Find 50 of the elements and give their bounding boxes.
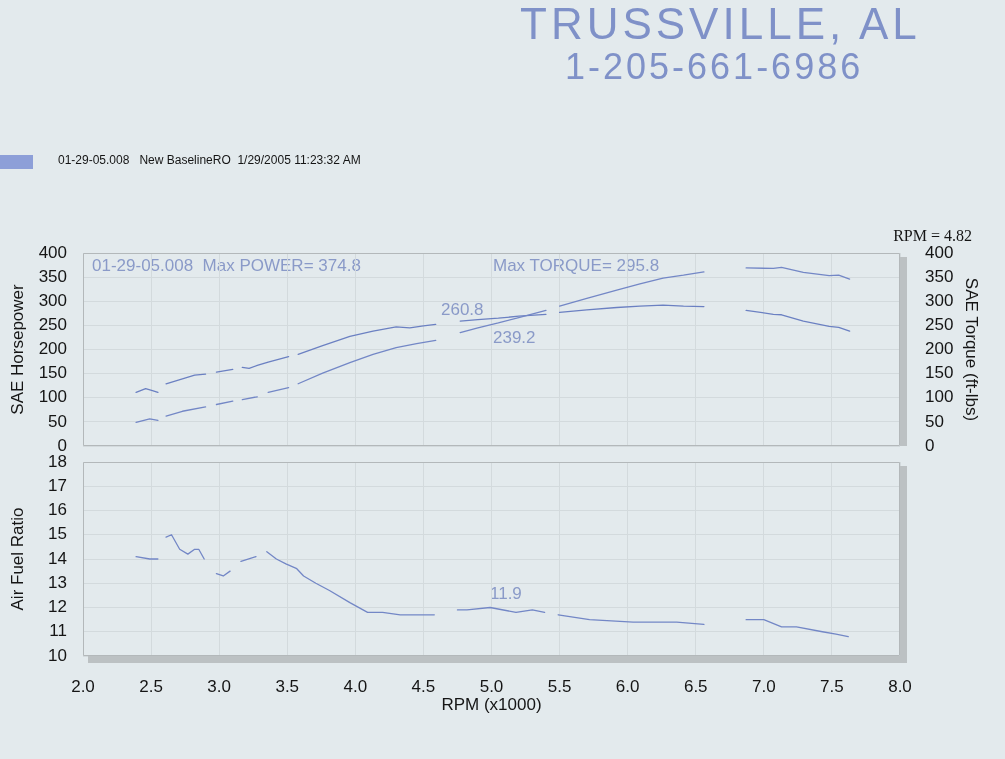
y2-tick-label: 400 (925, 242, 954, 262)
x-tick-label: 5.5 (547, 676, 572, 696)
x-tick-label: 7.0 (752, 676, 776, 696)
text: 1-205-661-6986 (565, 46, 864, 87)
x-tick-label: 4.0 (343, 676, 368, 696)
y2-tick-label: 150 (925, 363, 954, 383)
y2-tick-label: 200 (925, 339, 954, 359)
y2-tick-label: 50 (925, 411, 944, 431)
y-tick-label: 250 (38, 315, 67, 335)
text: TRUSSVILLE, AL (520, 0, 921, 49)
y2-tick-label: 350 (925, 266, 954, 286)
y2-tick-label: 0 (925, 435, 935, 455)
x-tick-label: 3.5 (275, 676, 300, 696)
text: RPM = 4.82 (893, 227, 972, 245)
y-tick-label: 16 (48, 500, 67, 520)
x-tick-label: 2.0 (71, 676, 95, 696)
x-tick-label: 5.0 (479, 676, 504, 696)
x-tick-label: 8.0 (888, 676, 912, 696)
annotation: 11.9 (490, 584, 522, 604)
y-tick-label: 17 (48, 475, 67, 495)
y-tick-label: 50 (48, 411, 67, 431)
y-axis-title: SAE Horsepower (7, 283, 27, 415)
y2-tick-label: 250 (925, 315, 954, 335)
x-tick-label: 7.5 (820, 676, 844, 696)
y-tick-label: 350 (38, 266, 67, 286)
x-axis-title: RPM (x1000) (441, 695, 542, 715)
y2-tick-label: 300 (925, 290, 954, 310)
y-tick-label: 100 (38, 387, 67, 407)
y-tick-label: 150 (38, 363, 67, 383)
x-tick-label: 4.5 (411, 676, 436, 696)
y-tick-label: 300 (38, 290, 67, 310)
y-tick-label: 14 (48, 548, 67, 568)
chart-subtitle: 01-29-05.008 New BaselineRO 1/29/2005 11:23:32 AM (58, 153, 361, 168)
x-tick-label: 6.5 (683, 676, 708, 696)
x-tick-label: 6.0 (615, 676, 640, 696)
y-tick-label: 400 (38, 242, 67, 262)
annotation: 260.8 (441, 300, 484, 320)
y-tick-label: 13 (48, 572, 67, 592)
y-axis-title: Air Fuel Ratio (7, 507, 27, 611)
annotation: 239.2 (493, 328, 536, 348)
y-tick-label: 12 (48, 597, 67, 617)
y-tick-label: 11 (49, 621, 67, 641)
y-tick-label: 200 (38, 339, 67, 359)
x-tick-label: 2.5 (139, 676, 163, 696)
x-tick-label: 3.0 (207, 676, 231, 696)
y-tick-label: 15 (48, 524, 67, 544)
annotation: Max TORQUE= 295.8 (493, 256, 660, 276)
y-tick-label: 10 (48, 645, 67, 665)
y2-tick-label: 100 (925, 387, 954, 407)
y2-axis-title: SAE Torque (ft-lbs) (962, 277, 982, 422)
